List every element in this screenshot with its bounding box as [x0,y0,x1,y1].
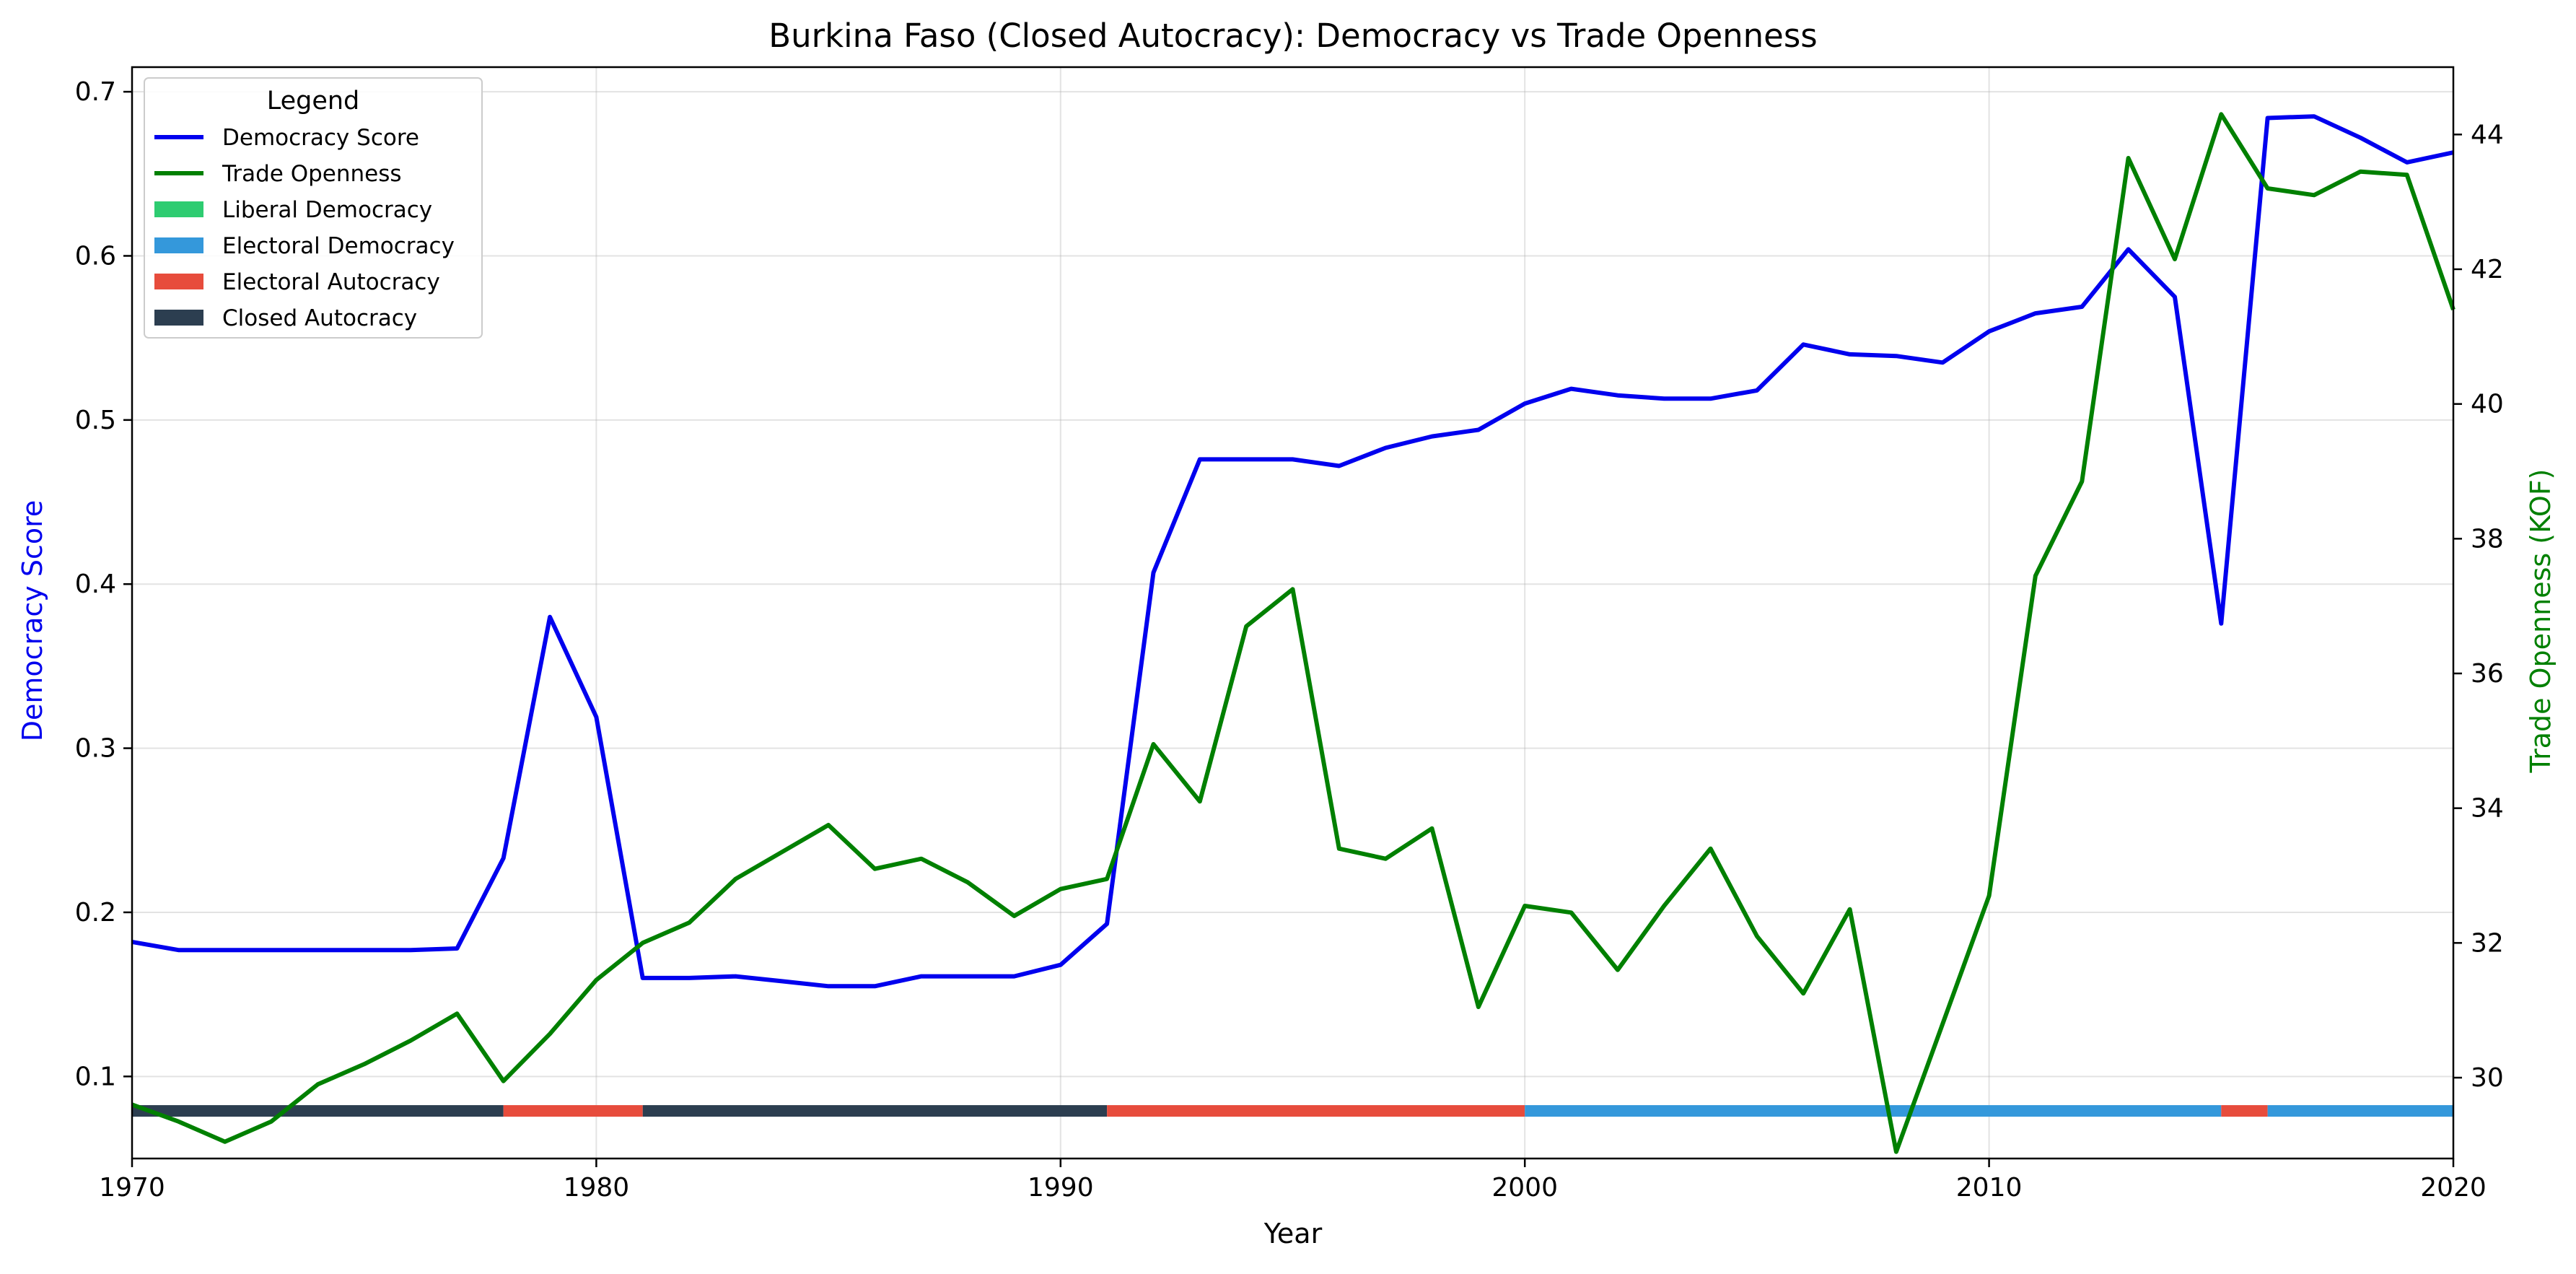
legend-entry-label: Liberal Democracy [222,197,432,223]
legend-title: Legend [267,87,360,115]
chart-title: Burkina Faso (Closed Autocracy): Democra… [768,17,1818,55]
legend-box [144,77,483,339]
y-left-tick-label: 0.5 [75,406,116,435]
legend-patch-swatch [154,310,203,326]
legend-entry-label: Democracy Score [222,125,419,151]
regime-segment [132,1105,504,1117]
legend-patch-swatch [154,274,203,289]
democracy-score-line [131,114,2454,989]
y-left-tick-label: 0.7 [75,77,116,107]
x-tick-label: 1990 [1028,1173,1094,1203]
legend-patch-swatch [154,201,203,217]
y-left-tick-label: 0.2 [75,898,116,928]
regime-segment [1525,1105,2222,1117]
series-lines [131,112,2455,1154]
y-right-tick-label: 36 [2471,659,2504,689]
regime-segment [2221,1105,2268,1117]
x-tick-label: 1980 [564,1173,630,1203]
y-left-tick-label: 0.1 [75,1062,116,1091]
x-tick-label: 1970 [99,1173,165,1203]
y-right-tick-label: 32 [2471,928,2504,958]
axes: 1970 1980 1990 2000 2010 2020 0.1 0.2 0.3 0.4 0.5 0… [75,66,2504,1203]
x-tick-label: 2010 [1956,1173,2023,1203]
legend-entry-label: Electoral Democracy [222,233,455,259]
y-right-tick-label: 40 [2471,390,2504,419]
y-left-tick-label: 0.4 [75,570,116,599]
y-axis-left-title: Democracy Score [17,500,48,742]
x-tick-label: 2000 [1491,1173,1558,1203]
y-right-tick-label: 44 [2471,120,2504,149]
legend-entry-label: Electoral Autocracy [222,269,440,295]
trade-openness-line [131,112,2455,1154]
regime-segment [1107,1105,1525,1117]
legend-patch-swatch [154,237,203,253]
y-right-tick-label: 42 [2471,255,2504,284]
regime-segment [642,1105,1108,1117]
y-left-tick-label: 0.3 [75,734,116,764]
x-axis-title: Year [1263,1218,1323,1249]
plot-frame [131,66,2455,1160]
y-right-tick-label: 34 [2471,794,2504,824]
legend-entry-label: Trade Openness [222,161,402,187]
regime-segment [2267,1105,2453,1117]
y-right-tick-label: 30 [2471,1063,2504,1093]
y-left-tick-label: 0.6 [75,241,116,271]
legend: Legend Democracy Score Trade Openness Liber… [144,77,483,339]
y-axis-right-title: Trade Openness (KOF) [2525,468,2557,773]
x-tick-label: 2020 [2420,1173,2487,1203]
regime-timeline-bar [132,1105,2453,1117]
regime-segment [503,1105,643,1117]
legend-entry-label: Closed Autocracy [222,305,417,331]
y-right-tick-label: 38 [2471,524,2504,554]
